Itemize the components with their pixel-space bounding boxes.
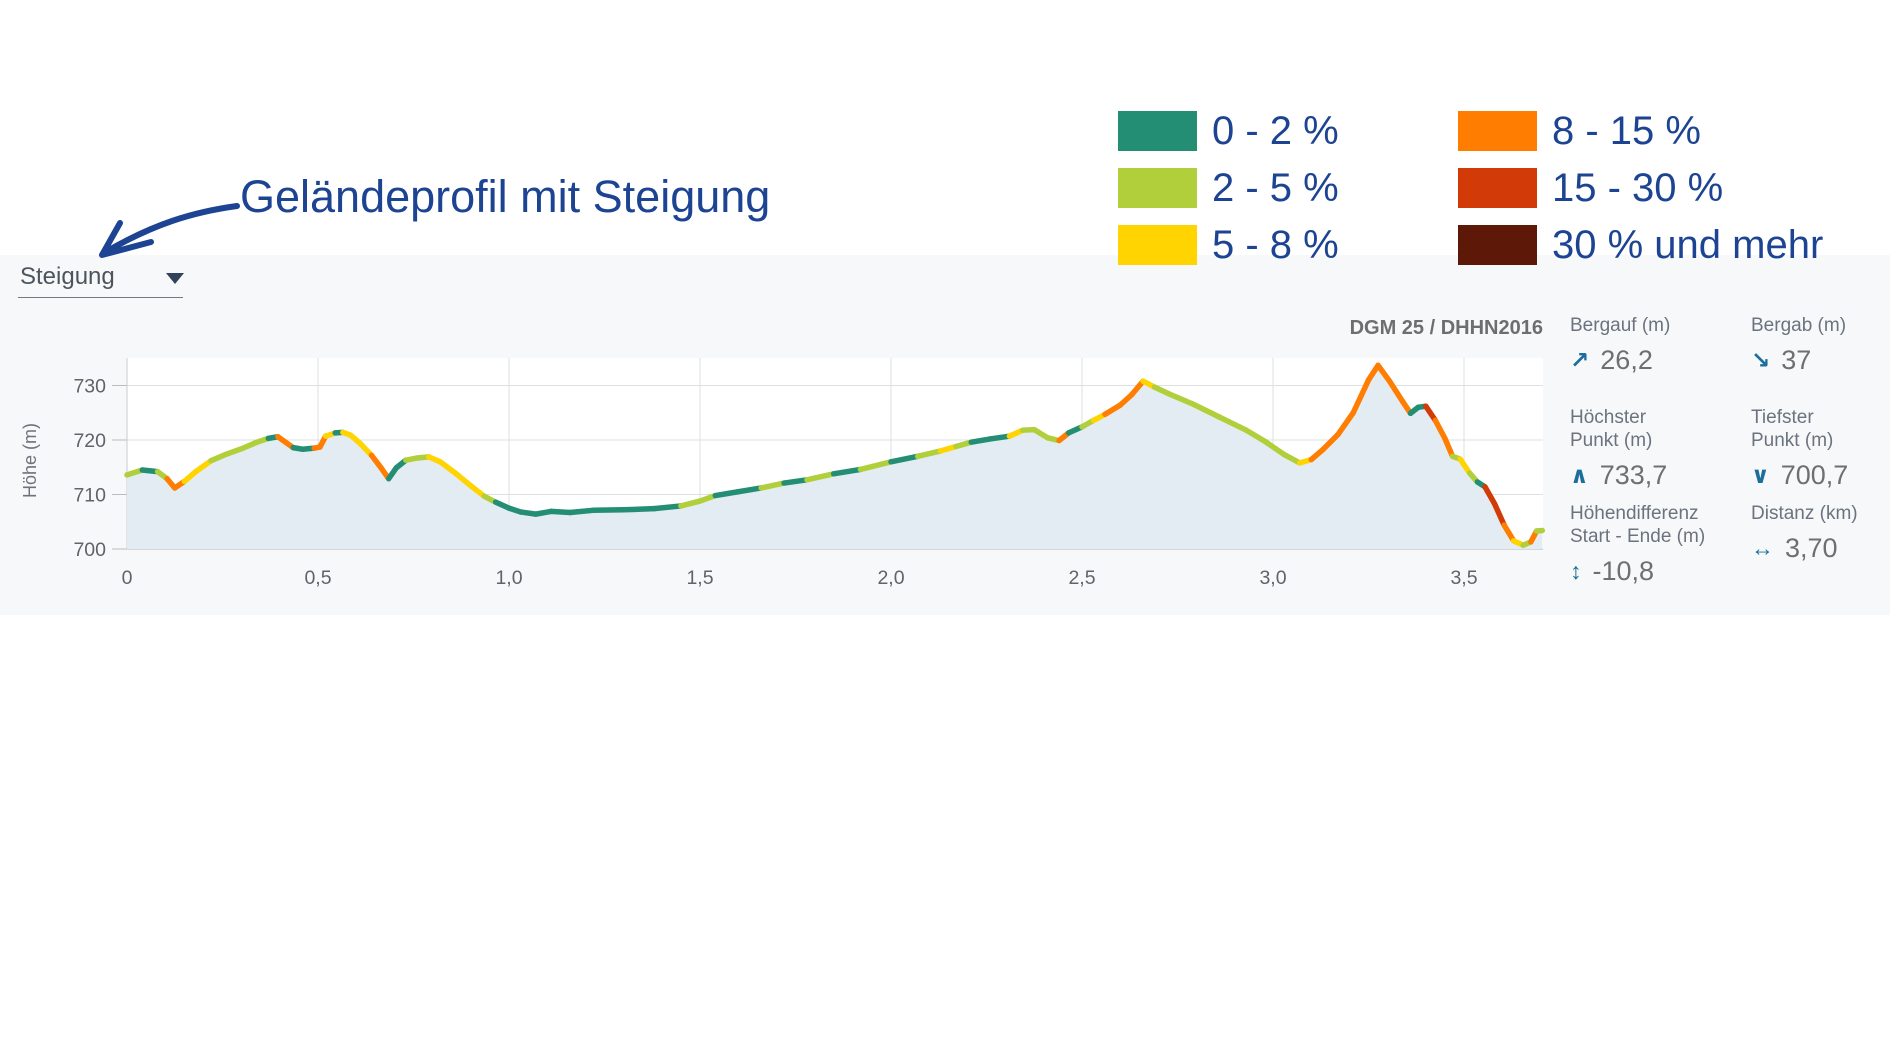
stat-hoechster-punkt: Höchster Punkt (m) ∧ 733,7 — [1570, 406, 1748, 491]
legend-label: 30 % und mehr — [1552, 223, 1824, 267]
y-tick-label: 710 — [73, 485, 106, 507]
legend-swatch — [1458, 225, 1537, 265]
y-tick-label: 700 — [73, 539, 106, 561]
legend-item: 0 - 2 % — [1118, 110, 1339, 152]
legend-label: 8 - 15 % — [1552, 109, 1701, 153]
stat-value: -10,8 — [1592, 556, 1655, 586]
legend-item: 5 - 8 % — [1118, 224, 1339, 266]
x-tick-label: 0 — [122, 567, 133, 589]
stat-label: Höchster — [1570, 407, 1647, 428]
stat-label: Bergab (m) — [1751, 315, 1847, 336]
legend-item: 8 - 15 % — [1458, 110, 1701, 152]
legend-label: 5 - 8 % — [1212, 223, 1339, 267]
stat-value-row: ∨ 700,7 — [1751, 460, 1890, 491]
stat-label: Bergauf (m) — [1570, 315, 1671, 336]
legend-label: 0 - 2 % — [1212, 109, 1339, 153]
stat-value: 3,70 — [1785, 533, 1838, 563]
stat-label: Punkt (m) — [1751, 430, 1834, 451]
x-tick-label: 2,5 — [1068, 567, 1095, 589]
stat-value-row: ↘ 37 — [1751, 345, 1890, 376]
elevation-model-source-label: DGM 25 / DHHN2016 — [1349, 317, 1543, 339]
stat-label: Tiefster — [1751, 407, 1814, 428]
chevron-down-icon — [166, 273, 184, 284]
stat-value-row: ∧ 733,7 — [1570, 460, 1748, 491]
stat-label: Punkt (m) — [1570, 430, 1653, 451]
stat-value: 37 — [1781, 345, 1812, 375]
y-tick-label: 720 — [73, 430, 106, 452]
stat-label: Start - Ende (m) — [1570, 526, 1706, 547]
legend-swatch — [1458, 111, 1537, 151]
x-tick-label: 2,0 — [877, 567, 904, 589]
legend-label: 2 - 5 % — [1212, 166, 1339, 210]
chevron-down-icon: ∨ — [1751, 462, 1770, 488]
stat-hoehendifferenz: Höhendifferenz Start - Ende (m) ↕ -10,8 — [1570, 502, 1748, 587]
legend-swatch — [1118, 111, 1197, 151]
stat-value: 733,7 — [1599, 460, 1668, 490]
slope-colored-profile-line — [124, 362, 1546, 548]
stat-bergab: Bergab (m) ↘ 37 — [1751, 314, 1890, 376]
legend-item: 2 - 5 % — [1118, 167, 1339, 209]
legend-swatch — [1458, 168, 1537, 208]
annotation-title: Geländeprofil mit Steigung — [240, 171, 771, 222]
x-tick-label: 3,5 — [1450, 567, 1477, 589]
x-tick-label: 3,0 — [1259, 567, 1286, 589]
arrow-left-right-icon: ↔ — [1751, 535, 1774, 561]
stat-label: Höhendifferenz — [1570, 503, 1699, 524]
x-tick-label: 0,5 — [304, 567, 331, 589]
stat-tiefster-punkt: Tiefster Punkt (m) ∨ 700,7 — [1751, 406, 1890, 491]
legend-item: 30 % und mehr — [1458, 224, 1823, 266]
legend-swatch — [1118, 225, 1197, 265]
arrow-up-right-icon: ↗ — [1570, 347, 1590, 373]
stat-value: 700,7 — [1780, 460, 1849, 490]
elevation-profile-chart: 700 710 720 730 0 0,5 1,0 1,5 2,0 2,5 3,0 3,5 — [73, 358, 1546, 589]
legend-label: 15 - 30 % — [1552, 166, 1724, 210]
stat-value-row: ↗ 26,2 — [1570, 345, 1748, 376]
x-tick-label: 1,5 — [686, 567, 713, 589]
steigung-dropdown[interactable]: Steigung — [18, 261, 184, 298]
steigung-dropdown-label: Steigung — [20, 263, 115, 290]
stat-value-row: ↕ -10,8 — [1570, 556, 1748, 587]
stat-value-row: ↔ 3,70 — [1751, 533, 1890, 564]
legend-swatch — [1118, 168, 1197, 208]
chevron-up-icon: ∧ — [1570, 462, 1589, 488]
annotation-arrow-icon — [99, 203, 240, 258]
stat-value: 26,2 — [1600, 345, 1653, 375]
stat-label: Distanz (km) — [1751, 503, 1858, 524]
stat-bergauf: Bergauf (m) ↗ 26,2 — [1570, 314, 1748, 376]
arrow-down-right-icon: ↘ — [1751, 347, 1771, 373]
elevation-area — [127, 365, 1543, 549]
legend-item: 15 - 30 % — [1458, 167, 1723, 209]
x-tick-label: 1,0 — [495, 567, 522, 589]
stat-distanz: Distanz (km) ↔ 3,70 — [1751, 502, 1890, 564]
y-tick-label: 730 — [73, 376, 106, 398]
arrow-up-down-icon: ↕ — [1570, 558, 1582, 584]
